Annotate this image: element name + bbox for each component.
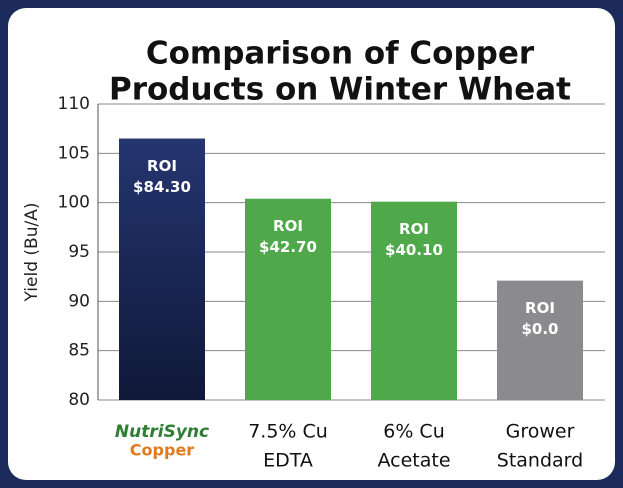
bar-annotation: ROI [273,217,303,235]
chart-title: Products on Winter Wheat [109,72,571,108]
bar-annotation: ROI [147,157,177,175]
bar [371,201,457,400]
bar-annotation: ROI [525,299,555,317]
x-tick-label: Standard [497,450,583,472]
y-tick-label: 95 [68,242,90,262]
x-tick-label: NutriSync [115,422,209,442]
bar-annotation: $0.0 [521,320,558,338]
y-tick-label: 80 [68,390,90,410]
y-tick-label: 90 [68,291,90,311]
x-tick-label: Copper [130,441,194,460]
bar-annotation: $84.30 [133,178,191,196]
bar [119,138,205,401]
x-tick-label: EDTA [263,450,313,472]
bar [497,280,583,400]
y-axis-label: Yield (Bu/A) [22,203,42,303]
y-tick-label: 105 [58,143,90,163]
bar-annotation: $42.70 [259,238,317,256]
x-tick-label: 7.5% Cu [248,421,328,443]
x-tick-label: Grower [506,421,575,443]
bar [245,198,331,400]
x-tick-label: Acetate [377,450,450,472]
bar-annotation: $40.10 [385,241,443,259]
bar-annotation: ROI [399,220,429,238]
x-tick-label: 6% Cu [383,421,445,443]
y-tick-label: 110 [58,94,90,114]
y-tick-label: 85 [68,341,90,361]
chart-title: Comparison of Copper [146,36,535,72]
y-tick-label: 100 [58,193,90,213]
